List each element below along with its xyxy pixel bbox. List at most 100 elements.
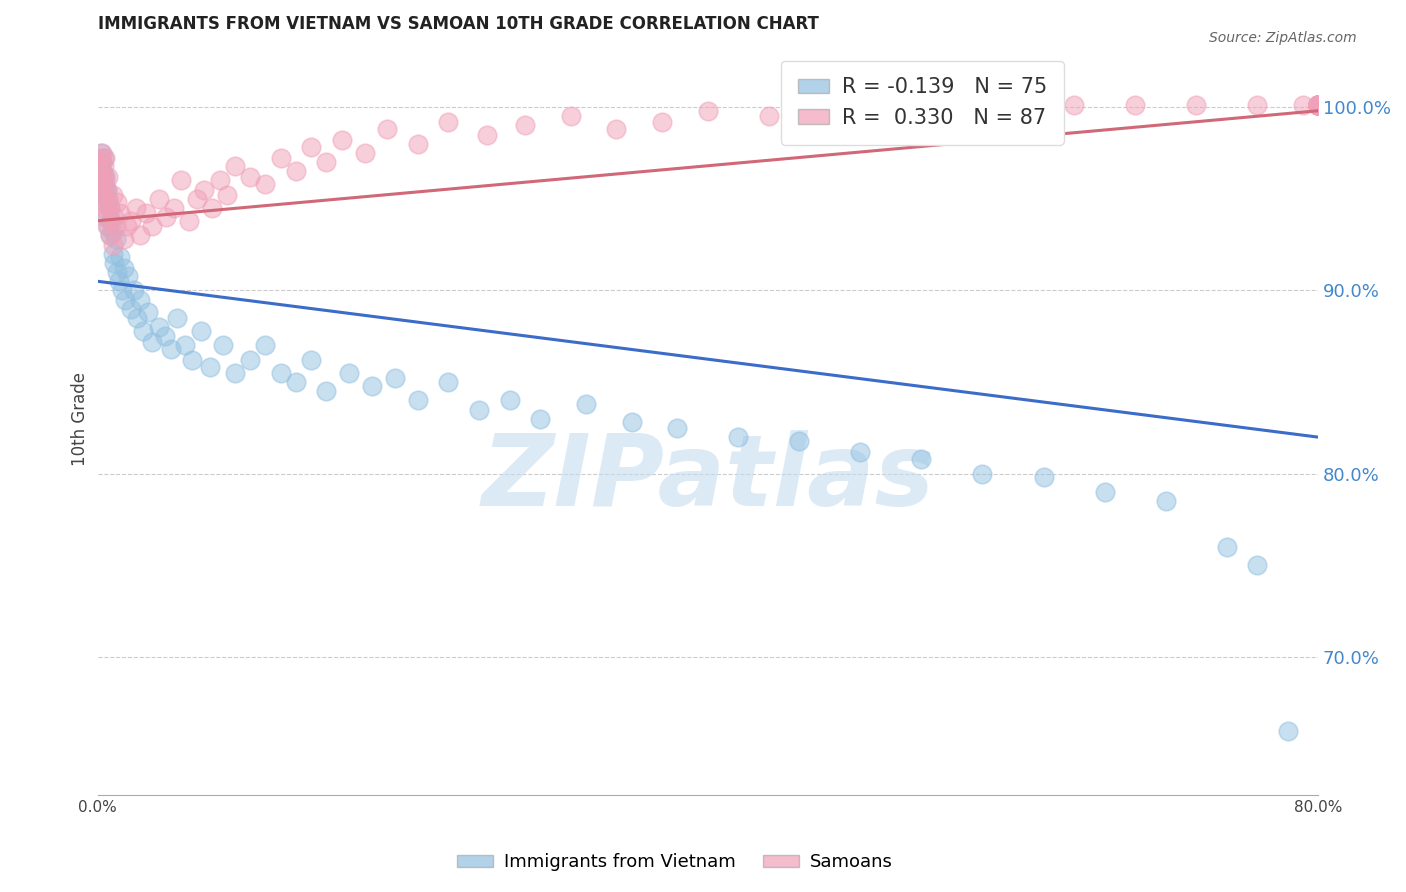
- Point: [1123, 98, 1146, 112]
- Point: [1308, 98, 1330, 112]
- Point: [299, 140, 322, 154]
- Y-axis label: 10th Grade: 10th Grade: [72, 372, 89, 466]
- Point: [254, 338, 277, 352]
- Point: [1094, 485, 1116, 500]
- Point: [110, 206, 132, 220]
- Point: [1185, 98, 1208, 112]
- Text: ZIPatlas: ZIPatlas: [481, 431, 935, 527]
- Point: [575, 397, 598, 411]
- Point: [93, 201, 115, 215]
- Point: [141, 334, 163, 349]
- Point: [941, 98, 963, 112]
- Point: [163, 201, 186, 215]
- Point: [101, 246, 124, 260]
- Point: [818, 100, 841, 114]
- Point: [108, 274, 131, 288]
- Point: [93, 159, 115, 173]
- Point: [299, 353, 322, 368]
- Point: [254, 177, 277, 191]
- Point: [87, 155, 110, 169]
- Point: [353, 145, 375, 160]
- Point: [104, 219, 127, 234]
- Point: [100, 213, 122, 227]
- Point: [104, 232, 127, 246]
- Point: [91, 164, 114, 178]
- Point: [91, 169, 114, 184]
- Point: [96, 219, 118, 234]
- Point: [789, 434, 811, 448]
- Point: [93, 188, 115, 202]
- Point: [560, 109, 582, 123]
- Point: [1215, 540, 1237, 554]
- Point: [114, 293, 136, 307]
- Point: [120, 213, 142, 227]
- Point: [361, 378, 384, 392]
- Point: [200, 360, 222, 375]
- Point: [93, 152, 115, 166]
- Point: [148, 192, 170, 206]
- Point: [315, 384, 337, 399]
- Point: [141, 219, 163, 234]
- Point: [91, 195, 114, 210]
- Point: [193, 183, 215, 197]
- Point: [155, 210, 177, 224]
- Point: [120, 301, 142, 316]
- Point: [98, 228, 121, 243]
- Point: [880, 103, 903, 118]
- Point: [384, 371, 406, 385]
- Point: [437, 114, 460, 128]
- Point: [498, 393, 520, 408]
- Point: [94, 195, 117, 210]
- Legend: R = -0.139   N = 75, R =  0.330   N = 87: R = -0.139 N = 75, R = 0.330 N = 87: [782, 61, 1063, 145]
- Point: [170, 173, 193, 187]
- Point: [201, 201, 224, 215]
- Point: [1308, 98, 1330, 112]
- Point: [211, 338, 233, 352]
- Point: [437, 375, 460, 389]
- Point: [224, 366, 246, 380]
- Point: [1246, 98, 1268, 112]
- Point: [224, 159, 246, 173]
- Point: [136, 305, 159, 319]
- Point: [513, 119, 536, 133]
- Point: [1246, 558, 1268, 573]
- Point: [166, 310, 188, 325]
- Point: [115, 219, 138, 234]
- Text: Source: ZipAtlas.com: Source: ZipAtlas.com: [1209, 31, 1357, 45]
- Point: [190, 324, 212, 338]
- Point: [181, 353, 204, 368]
- Point: [651, 114, 673, 128]
- Point: [98, 201, 121, 215]
- Point: [849, 445, 872, 459]
- Point: [406, 136, 429, 151]
- Point: [94, 173, 117, 187]
- Point: [101, 188, 124, 202]
- Point: [1308, 98, 1330, 112]
- Point: [1154, 494, 1177, 508]
- Point: [94, 152, 117, 166]
- Point: [87, 173, 110, 187]
- Point: [90, 145, 112, 160]
- Point: [1292, 98, 1315, 112]
- Point: [135, 206, 157, 220]
- Point: [475, 128, 498, 142]
- Point: [406, 393, 429, 408]
- Point: [127, 310, 149, 325]
- Point: [90, 164, 112, 178]
- Point: [107, 265, 129, 279]
- Point: [377, 122, 399, 136]
- Point: [122, 284, 145, 298]
- Point: [529, 411, 551, 425]
- Point: [1308, 98, 1330, 112]
- Point: [94, 210, 117, 224]
- Point: [239, 353, 262, 368]
- Point: [1308, 98, 1330, 112]
- Text: IMMIGRANTS FROM VIETNAM VS SAMOAN 10TH GRADE CORRELATION CHART: IMMIGRANTS FROM VIETNAM VS SAMOAN 10TH G…: [97, 15, 818, 33]
- Point: [93, 177, 115, 191]
- Point: [972, 467, 994, 481]
- Point: [1308, 98, 1330, 112]
- Point: [91, 155, 114, 169]
- Point: [173, 338, 195, 352]
- Point: [315, 155, 337, 169]
- Point: [1308, 98, 1330, 112]
